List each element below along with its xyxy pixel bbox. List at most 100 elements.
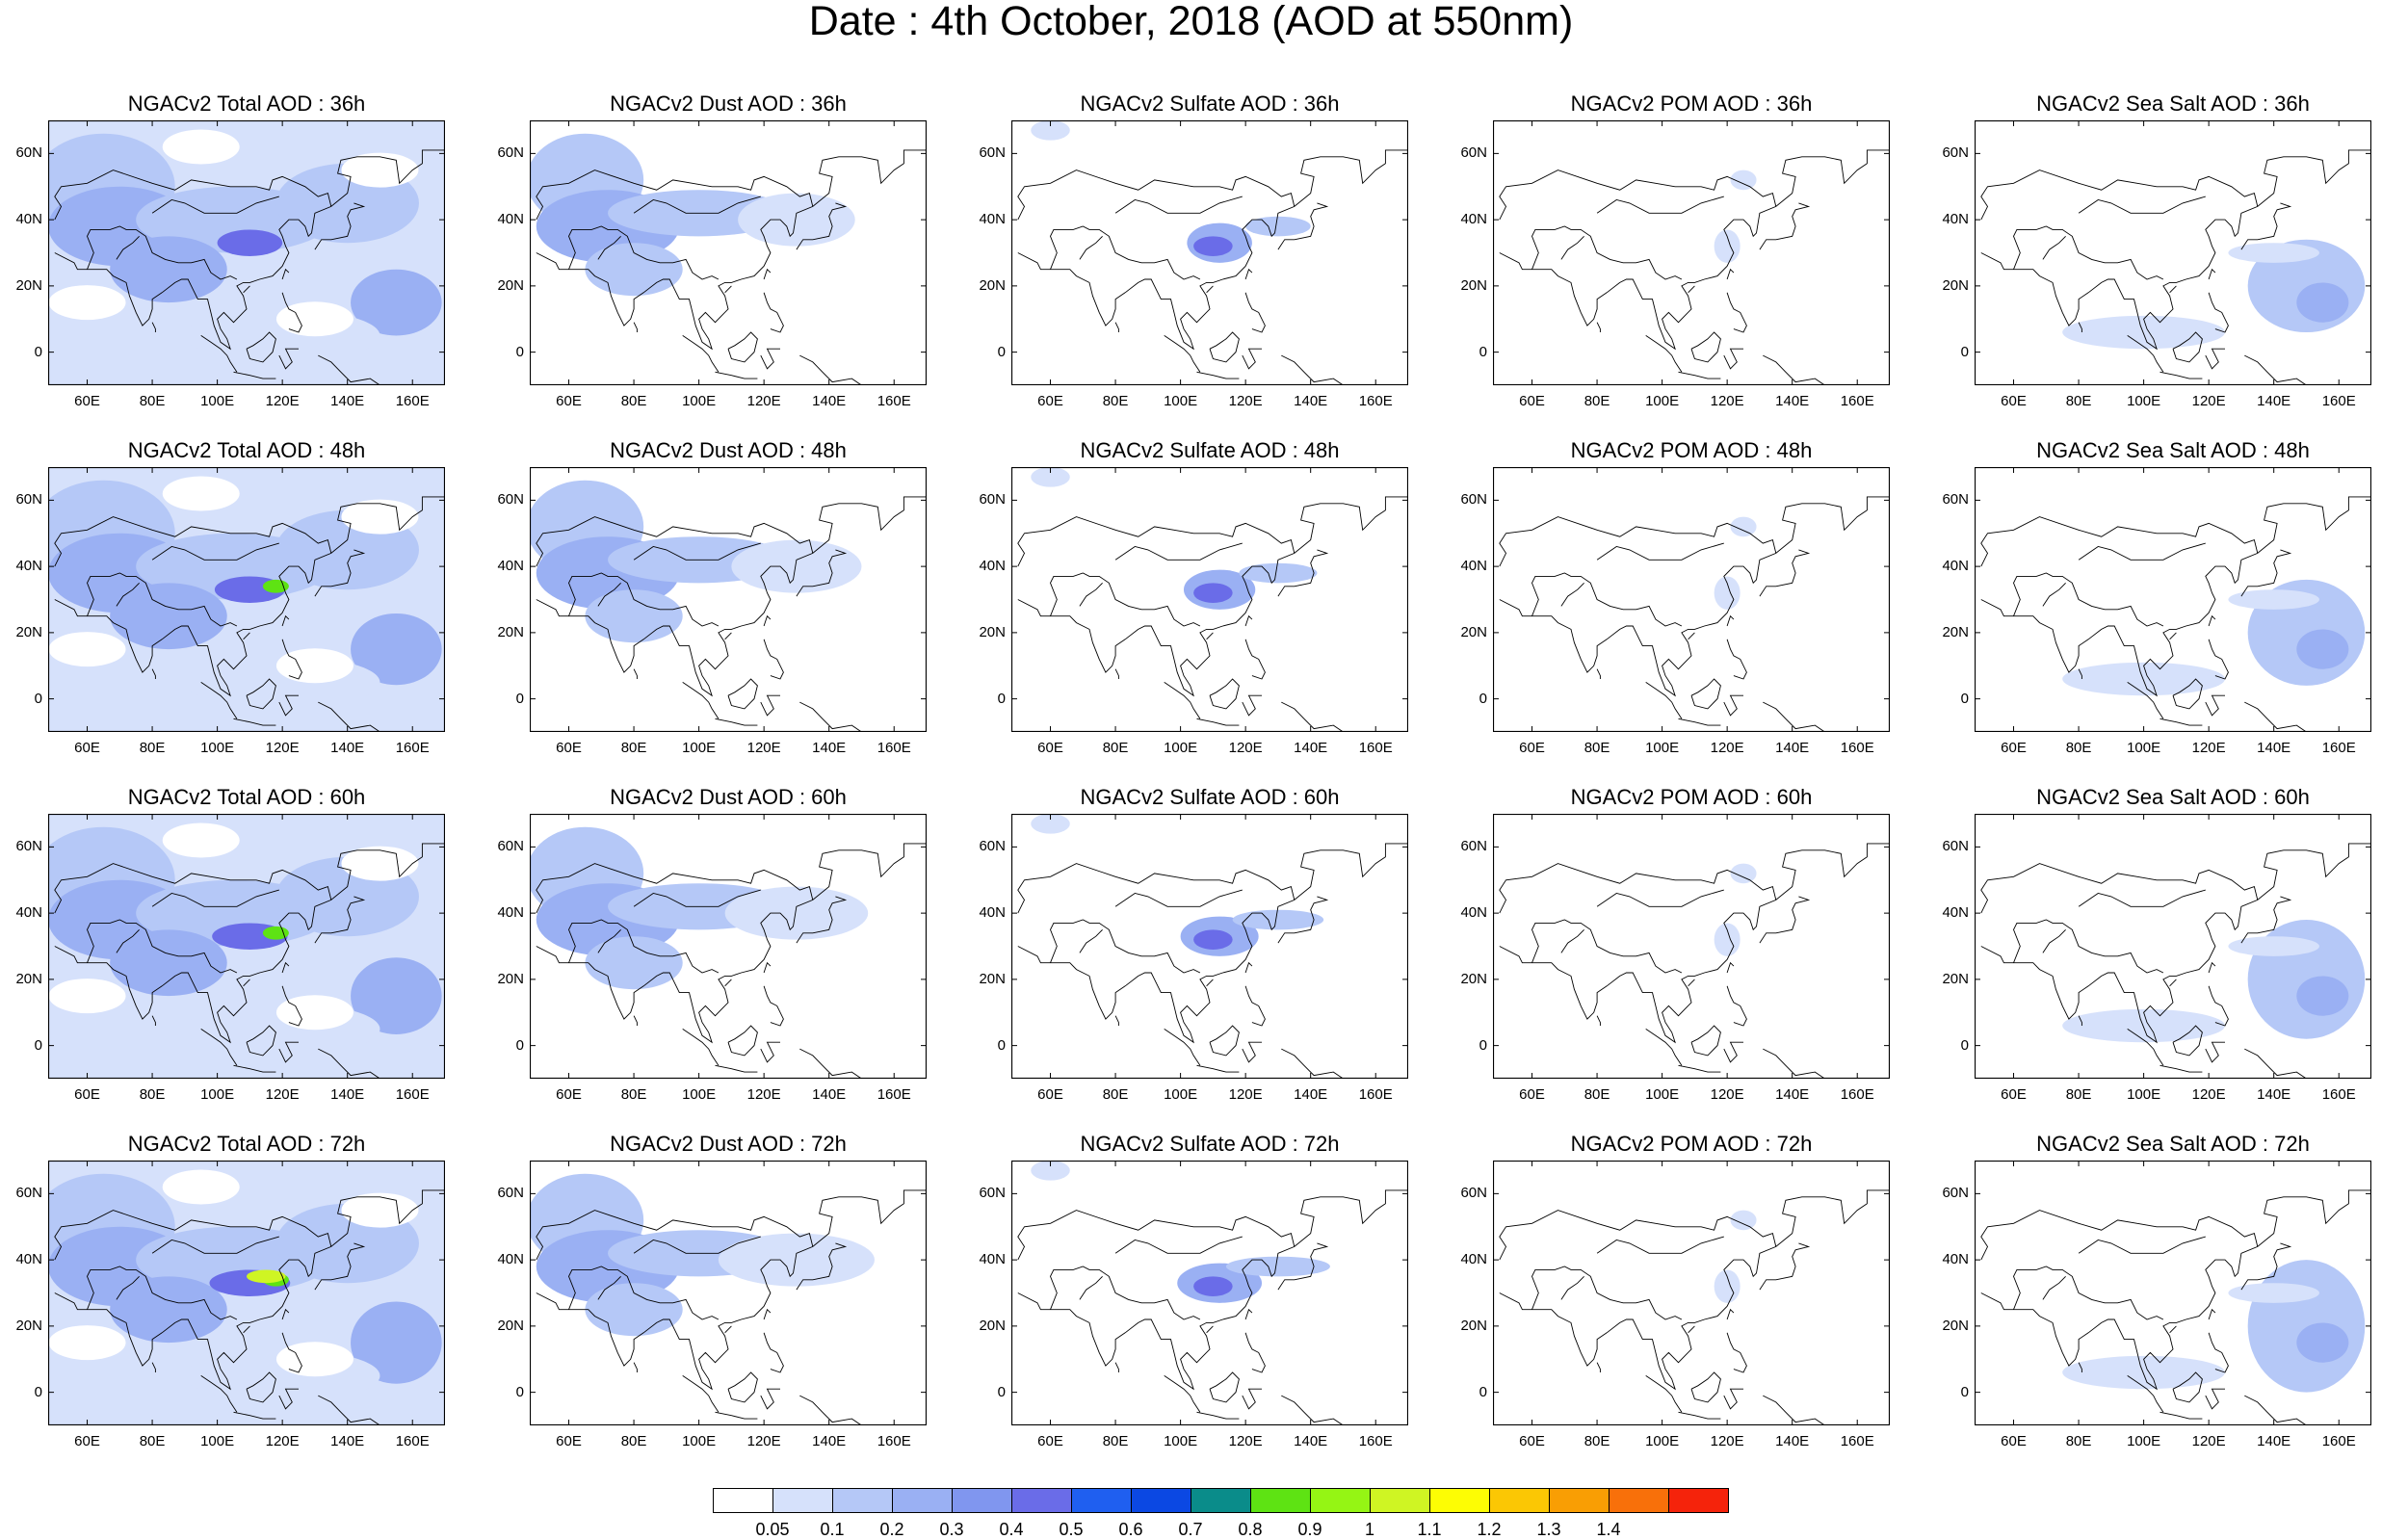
lon-label: 140E xyxy=(1294,740,1328,756)
panel-title: NGACv2 Dust AOD : 60h xyxy=(610,785,847,809)
map-area xyxy=(1493,467,1890,732)
coastline xyxy=(1726,268,1735,280)
map-svg xyxy=(530,467,927,732)
lon-label: 160E xyxy=(1840,393,1874,409)
panel-title: NGACv2 Sulfate AOD : 60h xyxy=(1080,785,1340,809)
lon-label: 120E xyxy=(2191,1433,2226,1449)
coastline xyxy=(633,668,638,679)
map-area xyxy=(1975,120,2371,385)
lon-label: 60E xyxy=(556,1433,582,1449)
coastline xyxy=(2240,896,2292,944)
coastline xyxy=(1763,701,1825,732)
coastline xyxy=(1017,1210,1296,1261)
lat-label: 0 xyxy=(34,690,42,707)
coastline xyxy=(281,961,290,974)
coastline xyxy=(2160,718,2203,726)
coastline xyxy=(1763,354,1825,385)
lon-label: 80E xyxy=(139,1086,166,1103)
coastline xyxy=(1688,632,1695,640)
lon-label: 120E xyxy=(746,740,781,756)
coastline xyxy=(1050,919,1201,974)
aod-field-patch xyxy=(1232,909,1324,930)
map-area xyxy=(1011,1161,1408,1425)
colorbar-label: 0.6 xyxy=(1118,1520,1143,1539)
lat-label: 0 xyxy=(515,690,524,707)
coastline xyxy=(1759,896,1811,944)
panel-title: NGACv2 Sulfate AOD : 48h xyxy=(1080,438,1340,462)
lon-label: 120E xyxy=(1710,1086,1744,1103)
aod-field-patch xyxy=(585,1283,683,1337)
map-svg xyxy=(1011,814,1408,1079)
lon-label: 160E xyxy=(1358,1433,1393,1449)
coastline xyxy=(243,285,250,294)
lat-label: 0 xyxy=(1479,343,1487,360)
colorbar-label: 0.05 xyxy=(755,1520,790,1539)
lat-label: 40N xyxy=(1460,211,1487,228)
lat-label: 60N xyxy=(15,144,42,162)
map-frame xyxy=(1975,814,2371,1079)
lon-label: 100E xyxy=(1645,740,1680,756)
coastline xyxy=(763,639,784,680)
coastline xyxy=(796,202,848,250)
colorbar-swatch xyxy=(1489,1488,1550,1513)
map-panel: NGACv2 Dust AOD : 60h 60N 40N 20N 0 60E 80E 100… xyxy=(497,785,927,1103)
colorbar-swatch xyxy=(1429,1488,1490,1513)
coastline xyxy=(116,582,140,607)
coastline xyxy=(1206,632,1214,640)
lat-label: 60N xyxy=(979,491,1006,509)
lat-label: 20N xyxy=(1942,1317,1969,1334)
coastline xyxy=(1164,682,1201,719)
map-frame xyxy=(1493,1161,1890,1425)
coastline xyxy=(1209,331,1240,363)
coastline xyxy=(633,542,761,561)
lon-label: 120E xyxy=(265,740,300,756)
coastline xyxy=(200,1029,238,1066)
lon-label: 60E xyxy=(74,1086,100,1103)
panel-title: NGACv2 Total AOD : 48h xyxy=(127,438,366,462)
coastline xyxy=(1645,335,1683,373)
coastline xyxy=(54,1189,445,1391)
coastline xyxy=(116,1275,140,1300)
lat-label: 20N xyxy=(497,623,524,640)
lat-label: 60N xyxy=(979,144,1006,162)
clean-air-patch xyxy=(162,476,240,511)
coastline xyxy=(1209,678,1240,710)
map-frame xyxy=(530,1161,927,1425)
coastline xyxy=(54,496,445,697)
coastline xyxy=(760,348,780,370)
coastline xyxy=(151,542,279,561)
lon-label: 60E xyxy=(2001,740,2027,756)
aod-field-patch xyxy=(1193,583,1233,603)
lat-label: 0 xyxy=(34,343,42,360)
lon-label: 140E xyxy=(1294,1433,1328,1449)
lon-label: 160E xyxy=(395,1086,430,1103)
lon-label: 100E xyxy=(200,1433,235,1449)
coastline xyxy=(281,268,290,280)
coastline xyxy=(1244,961,1253,974)
lon-label: 160E xyxy=(395,740,430,756)
map-area xyxy=(530,814,927,1079)
coastline xyxy=(2078,196,2206,214)
coastline xyxy=(724,285,732,294)
lon-label: 80E xyxy=(620,393,647,409)
aod-field-patch xyxy=(217,229,283,256)
coastline xyxy=(2078,322,2082,332)
coastline xyxy=(1079,1275,1103,1300)
coastline xyxy=(1690,1371,1721,1403)
lon-label: 80E xyxy=(2065,393,2092,409)
coastline xyxy=(1277,549,1329,597)
lon-label: 80E xyxy=(2065,1433,2092,1449)
lat-label: 20N xyxy=(15,623,42,640)
coastline xyxy=(2244,1395,2307,1425)
map-frame xyxy=(48,467,445,732)
map-area xyxy=(530,120,927,385)
clean-air-patch xyxy=(275,301,353,337)
coastline xyxy=(2240,549,2292,597)
lat-label: 60N xyxy=(497,491,524,509)
map-panel: NGACv2 Dust AOD : 36h 60N 40N 20N 0 60E 80E 100… xyxy=(497,91,927,409)
lat-label: 0 xyxy=(997,1383,1006,1400)
coastline xyxy=(1726,292,1747,333)
lat-label: 20N xyxy=(15,1317,42,1334)
coastline xyxy=(1678,1064,1721,1073)
